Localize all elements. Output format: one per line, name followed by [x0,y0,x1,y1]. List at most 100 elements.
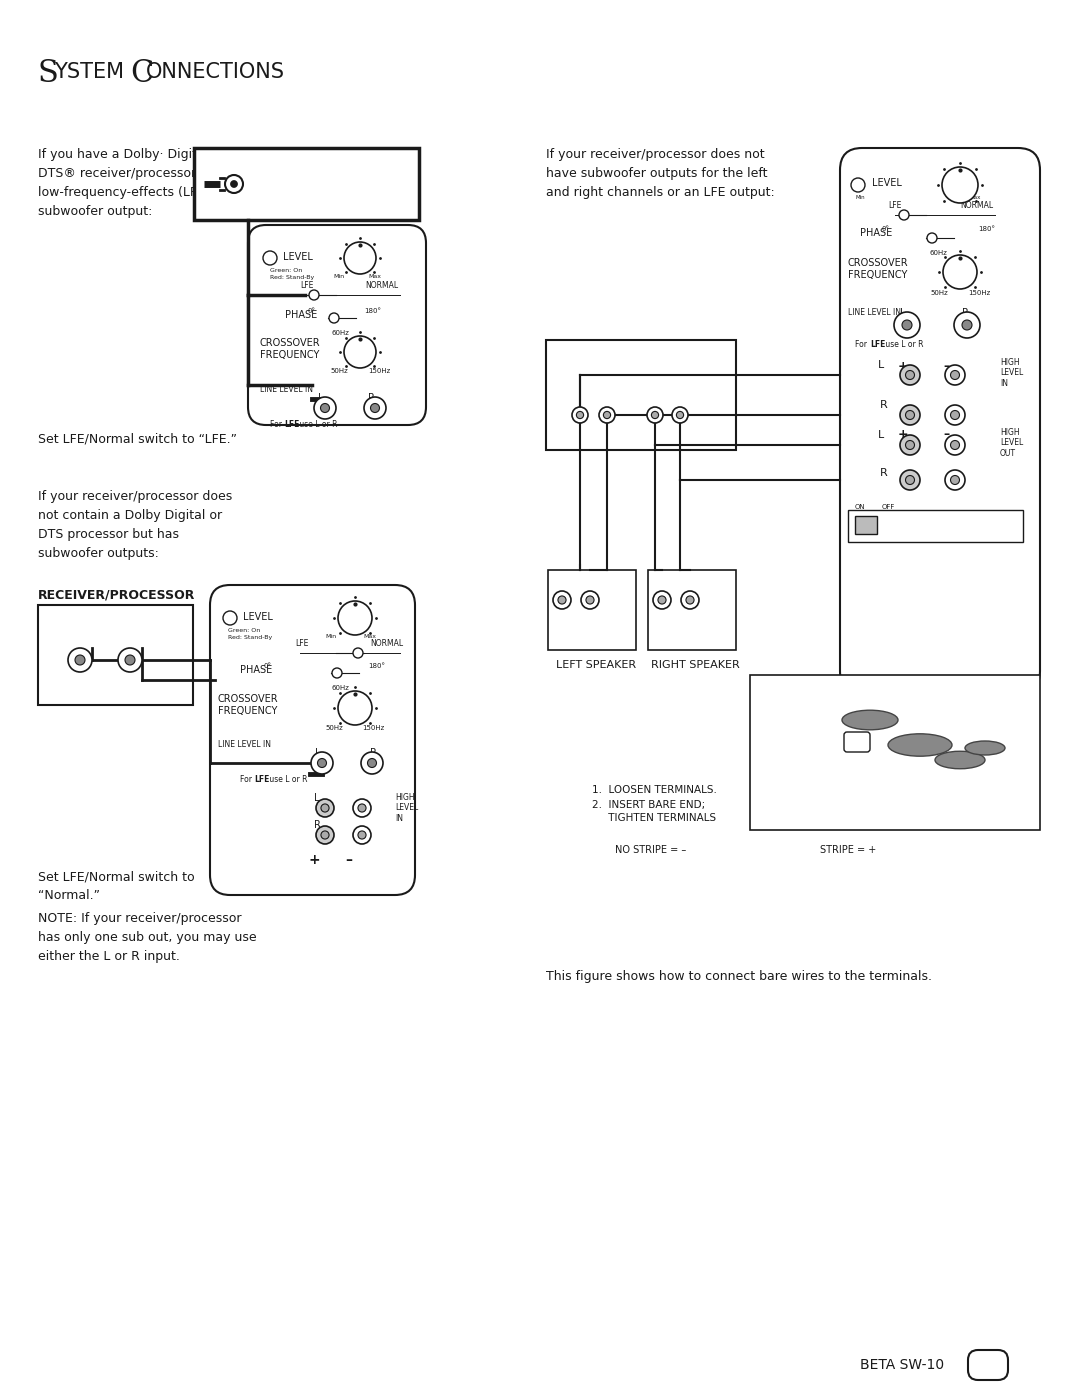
Circle shape [125,655,135,665]
Text: Set LFE/Normal switch to “LFE.”: Set LFE/Normal switch to “LFE.” [38,432,237,446]
Circle shape [950,475,959,485]
Text: +: + [678,615,689,629]
Text: 50Hz: 50Hz [930,291,948,296]
Text: +: + [583,580,594,592]
Text: NORMAL: NORMAL [960,201,994,210]
Circle shape [651,411,659,419]
Circle shape [329,313,339,323]
Text: 150Hz: 150Hz [368,367,390,374]
Circle shape [264,251,276,265]
Text: LFE: LFE [284,420,299,429]
Text: AVERTISSEMENT: ...: AVERTISSEMENT: ... [772,785,825,789]
Text: LEVEL: LEVEL [872,177,902,189]
Text: CE: CE [850,733,864,743]
Text: HIGH
LEVEL
OUT: HIGH LEVEL OUT [1000,427,1023,458]
Text: use L or R: use L or R [883,339,923,349]
Circle shape [902,320,912,330]
Text: Min: Min [333,274,345,279]
Circle shape [222,610,237,624]
Circle shape [311,752,333,774]
Text: 150Hz: 150Hz [362,725,384,731]
Text: –: – [345,854,352,868]
Text: CROSSOVER
FREQUENCY: CROSSOVER FREQUENCY [260,338,321,360]
Text: Max: Max [970,196,982,200]
Text: –: – [650,393,657,407]
Text: If your receiver/processor does not
have subwoofer outputs for the left
and righ: If your receiver/processor does not have… [546,148,774,198]
Circle shape [345,242,376,274]
Circle shape [581,591,599,609]
Text: L: L [315,747,321,759]
Text: LEVEL: LEVEL [243,612,273,622]
FancyBboxPatch shape [968,1350,1008,1380]
Text: 50Hz: 50Hz [330,367,348,374]
Text: +: + [573,393,583,407]
FancyBboxPatch shape [840,148,1040,693]
Circle shape [586,597,594,604]
Text: RIGHT: RIGHT [654,374,703,390]
Circle shape [900,405,920,425]
Text: 2.  INSERT BARE END;
     TIGHTEN TERMINALS: 2. INSERT BARE END; TIGHTEN TERMINALS [592,800,716,823]
Circle shape [900,365,920,386]
Circle shape [686,597,694,604]
Text: This figure shows how to connect bare wires to the terminals.: This figure shows how to connect bare wi… [546,970,932,983]
Text: 60Hz: 60Hz [929,250,947,256]
Circle shape [653,591,671,609]
Circle shape [321,831,329,840]
Text: WARNING: ...: WARNING: ... [772,778,808,782]
Text: SUB OUT: SUB OUT [68,610,137,624]
Text: RIGHT SPEAKER: RIGHT SPEAKER [651,659,740,671]
Text: L: L [73,673,79,683]
Text: 5: 5 [982,1355,994,1373]
Text: 50Hz: 50Hz [325,725,342,731]
Text: SW-10/230: SW-10/230 [772,735,881,753]
Text: L: L [878,360,885,370]
Circle shape [316,799,334,817]
Circle shape [357,831,366,840]
Circle shape [851,177,865,191]
Text: 1.  LOOSEN TERMINALS.: 1. LOOSEN TERMINALS. [592,785,717,795]
Circle shape [658,597,666,604]
Text: R: R [314,820,321,830]
Text: Min: Min [855,196,865,200]
Text: LEFT SPEAKER: LEFT SPEAKER [556,659,636,671]
Bar [194,148,419,219]
Circle shape [676,411,684,419]
Circle shape [577,411,583,419]
Text: L: L [314,793,320,803]
Text: LFE: LFE [888,201,902,210]
Circle shape [338,692,372,725]
Circle shape [553,591,571,609]
Text: Infinity Beta: Infinity Beta [772,718,848,731]
Text: CROSSOVER
FREQUENCY: CROSSOVER FREQUENCY [218,694,279,717]
Text: HIGH
LEVEL
IN: HIGH LEVEL IN [395,793,418,823]
Text: YSTEM: YSTEM [54,61,131,82]
Circle shape [647,407,663,423]
Text: LEVEL: LEVEL [283,251,313,263]
Text: For: For [855,339,869,349]
Circle shape [361,752,383,774]
Text: 0°: 0° [882,226,890,232]
Text: Set LFE/Normal switch to
“Normal.”: Set LFE/Normal switch to “Normal.” [38,870,194,902]
Ellipse shape [842,710,897,729]
Text: For: For [270,420,284,429]
FancyBboxPatch shape [210,585,415,895]
Circle shape [332,668,342,678]
Circle shape [345,337,376,367]
Text: LFE: LFE [295,638,309,648]
Circle shape [950,370,959,380]
Text: –: – [943,360,949,373]
Text: OFF: OFF [882,504,895,510]
Text: Min: Min [325,634,336,638]
Text: L: L [900,307,905,319]
Circle shape [900,434,920,455]
Text: Front Speaker Output: Front Speaker Output [575,359,696,369]
Circle shape [905,440,915,450]
Circle shape [945,469,966,490]
Circle shape [118,648,141,672]
Text: 0°: 0° [264,664,271,669]
Circle shape [681,591,699,609]
Text: R: R [368,393,375,402]
Circle shape [900,469,920,490]
Text: STRIPE = +: STRIPE = + [820,845,876,855]
Text: ON: ON [855,504,866,510]
